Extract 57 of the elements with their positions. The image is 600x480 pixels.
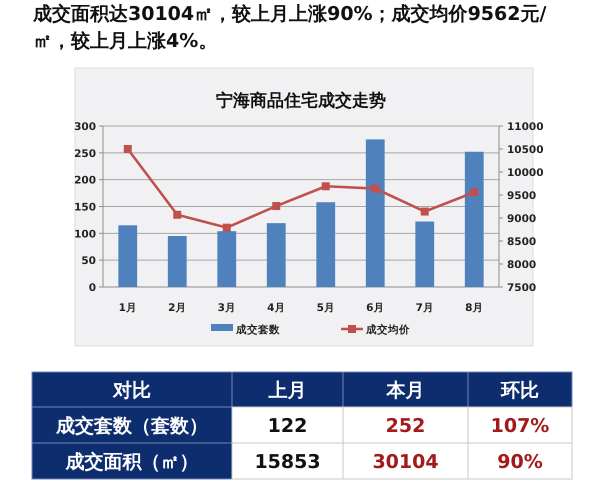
text: 107% [490,415,550,437]
chart-title: 宁海商品住宅成交走势 [216,91,386,111]
x-tick-label: 3月 [218,302,236,314]
point [371,184,380,193]
text: 成交套数（套数） [55,415,208,437]
y2-tick-label: 9000 [507,213,536,225]
y-tick-label: 150 [74,202,96,214]
point [272,202,280,210]
y2-tick-label: 8000 [507,259,536,271]
y2-tick-label: 10500 [507,144,544,156]
bar [366,139,385,287]
text: 成交面积（㎡） [64,451,198,473]
text: 30104 [372,451,439,473]
legend-成交套数: 成交套数 [211,324,280,336]
x-tick-label: 2月 [168,302,186,314]
text: 上月 [268,380,306,402]
y2-tick-label: 7500 [507,282,536,294]
bar [415,222,434,287]
legend-label: 成交均价 [365,323,411,336]
point [420,208,429,216]
x-tick-label: 7月 [416,302,434,314]
legend-label: 成交套数 [235,323,281,336]
y-tick-label: 0 [88,282,96,294]
y-tick-label: 100 [74,228,96,240]
text: 252 [386,415,426,437]
text: 122 [268,415,308,437]
x-tick-label: 4月 [267,302,286,314]
bar [168,236,187,287]
point [222,224,231,232]
bar [266,223,286,287]
bar [217,231,236,287]
x-tick-label: 8月 [465,302,484,314]
text: 本月 [386,380,424,402]
y-tick-label: 50 [81,255,96,268]
text: 90% [497,451,543,473]
x-tick-label: 1月 [118,302,137,314]
text: 对比 [112,380,151,402]
legend-成交均价: 成交均价 [341,324,410,336]
text: 环比 [500,380,539,402]
text: 成交面积达30104㎡，较上月上涨90%；成交均价9562元/㎡，较上月上涨4%。 [32,3,546,52]
bar [464,152,484,287]
bar [118,225,138,287]
bar [316,202,336,287]
point [124,145,132,153]
y-tick-label: 250 [74,148,96,160]
x-tick-label: 6月 [366,302,384,314]
y-tick-label: 200 [74,174,96,187]
y2-tick-label: 9500 [507,190,536,202]
x-tick-label: 5月 [316,302,335,314]
y2-tick-label: 8500 [507,236,536,248]
point [322,182,330,190]
y2-tick-label: 11000 [507,121,544,133]
point [470,188,478,196]
y2-tick-label: 10000 [507,167,544,179]
y-tick-label: 300 [74,121,96,133]
point [173,210,182,219]
text: 15853 [254,451,321,473]
